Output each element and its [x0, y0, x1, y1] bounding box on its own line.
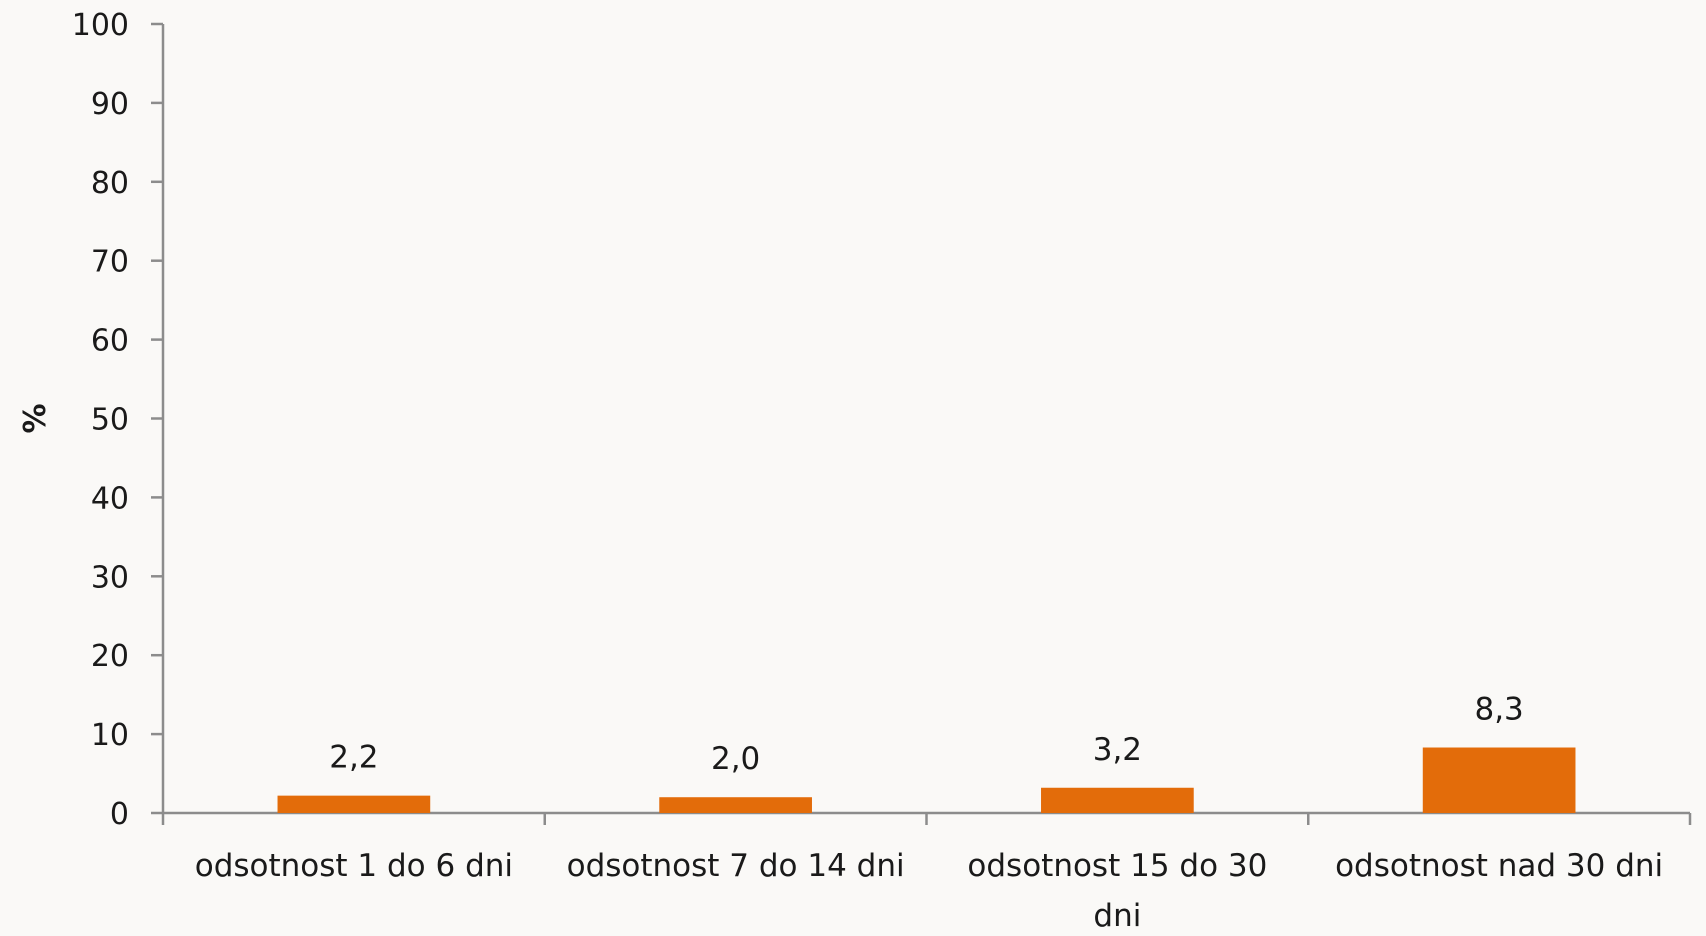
- y-tick-label: 50: [91, 403, 129, 438]
- y-tick-label: 30: [91, 560, 129, 595]
- y-tick-label: 10: [91, 718, 129, 753]
- data-labels: 2,2 2,0 3,2 8,3: [329, 692, 1524, 778]
- y-tick-label: 90: [91, 87, 129, 122]
- x-category-label: odsotnost nad 30 dni: [1335, 848, 1663, 884]
- bar: [659, 797, 812, 813]
- x-category-label: odsotnost 1 do 6 dni: [195, 848, 513, 884]
- bar: [1041, 787, 1194, 813]
- y-tick-label: 80: [91, 166, 129, 201]
- x-labels: odsotnost 1 do 6 dni odsotnost 7 do 14 dn…: [195, 848, 1663, 934]
- bar: [277, 795, 431, 813]
- y-tick-label: 60: [91, 324, 129, 359]
- y-tick-label: 40: [91, 481, 129, 516]
- x-category-label: odsotnost 15 do 30: [967, 848, 1267, 884]
- y-tick-label: 70: [91, 245, 129, 280]
- bar: [1422, 747, 1576, 813]
- data-label: 3,2: [1093, 732, 1142, 768]
- x-category-label: odsotnost 7 do 14 dni: [567, 848, 905, 884]
- y-tick-label: 0: [110, 797, 129, 832]
- axes: [161, 24, 1692, 825]
- data-label: 2,0: [711, 741, 760, 777]
- data-label: 2,2: [329, 740, 378, 776]
- y-axis-title-group: %: [18, 403, 53, 433]
- y-tick-label: 100: [72, 8, 129, 43]
- bars: [277, 747, 1576, 813]
- y-axis-title: %: [18, 403, 53, 433]
- y-tick-label: 20: [91, 639, 129, 674]
- y-ticks: 0 10 20 30 40 50 60 70 80 90 100: [72, 8, 163, 832]
- data-label: 8,3: [1474, 692, 1523, 728]
- x-category-label: dni: [1093, 898, 1141, 934]
